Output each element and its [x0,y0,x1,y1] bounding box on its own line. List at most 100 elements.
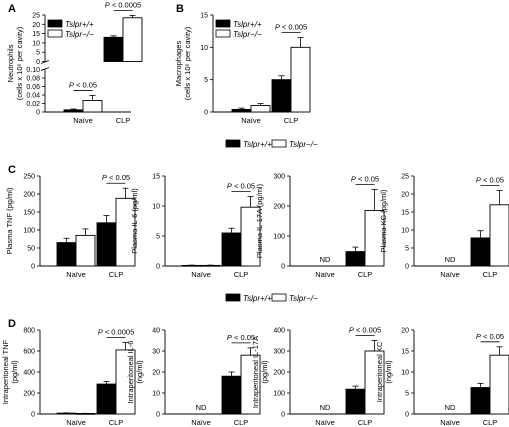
y-tick-label: 25 [401,174,409,181]
y-tick-label: 5 [156,234,160,241]
bar [240,354,261,415]
y-tick-label: 100 [23,228,35,235]
bar [271,79,292,113]
legend-label: Tslpr−/− [65,30,94,39]
panel-label: D [8,318,16,330]
axis-break-mark [40,60,50,64]
shared-legend-1: Tslpr+/+ Tslpr−/− [225,139,318,149]
y-tick-label: 20 [401,192,409,199]
bar [115,197,136,267]
y-tick-label: 0 [281,264,285,271]
y-tick-label: 300 [273,349,285,356]
panel-label: A [8,3,16,15]
y-tick-label: 100 [273,234,285,241]
y-tick-label: 25 [32,13,40,20]
y-tick-label: 250 [23,174,35,181]
y-tick-label: 10 [32,40,40,47]
y-axis-label: Neutrophils(cells x 10⁶ per cavity) [6,26,24,100]
x-tick-label: CLP [358,270,373,279]
y-tick-label: 0 [405,412,409,419]
chart-panel: 0 5 10 15 20 Intraperitoneal KC(ng/ml) Naïve CL… [375,328,509,427]
y-tick-label: 20 [32,22,40,29]
bar [96,383,117,415]
x-tick-label: CLP [358,418,373,427]
p-value-label: P < 0.05 [227,181,255,190]
chart-panel: 0 50 100 150 200 250 Plasma TNF (pg/ml) Naïve CL… [5,164,136,279]
legend-label: Tslpr−/− [233,30,262,39]
y-tick-label: 0 [156,264,160,271]
y-tick-label: 10 [200,45,208,52]
bar [290,46,311,113]
bar [240,206,261,267]
chart-panel: 0 5 10 15 20 25 Plasma KC (pg/ml) Naïve CLP ND P <… [379,174,509,279]
y-tick-label: 10 [152,204,160,211]
panel-label: B [176,3,184,15]
x-tick-label: CLP [483,418,498,427]
bar [56,412,77,415]
bar [200,264,221,267]
y-axis-label: Intraperitoneal TNF(pg/ml) [1,339,19,404]
legend-swatch-ko [271,139,287,148]
y-tick-label: 5 [405,391,409,398]
x-tick-label: CLP [284,116,299,125]
y-axis-label: Plasma TNF (pg/ml) [5,187,14,254]
chart-panel: 00.020.040.060.080.100510152025Neutrophi… [6,0,143,125]
y-tick-label: 10 [401,228,409,235]
y-tick-label: 0 [405,264,409,271]
x-tick-label: Naïve [315,418,335,427]
p-value-label: P < 0.0005 [98,328,135,337]
p-value-label: P < 0.05 [102,173,130,182]
bar [122,17,143,62]
x-tick-label: Naïve [440,418,460,427]
y-tick-label: 15 [32,31,40,38]
bar [231,108,252,113]
y-tick-label: 0.08 [26,76,40,83]
p-value-label: P < 0.05 [476,332,504,341]
bar [470,387,491,415]
bar [56,242,77,267]
nd-label: ND [320,403,331,412]
x-tick-label: Naïve [315,270,335,279]
chart-panel: 0 5 10 15 Macrophages(cells x 10⁶ per cavity… [174,3,311,125]
y-tick-label: 0.04 [26,93,40,100]
y-axis-label: Intraperitoneal KC(ng/ml) [375,341,393,402]
nd-label: ND [445,255,456,264]
y-tick-label: 30 [152,349,160,356]
bar [63,109,84,113]
chart-panel: 0 100 200 300 Plasma IL-17A (pg/ml) Naïve CLP N… [255,174,385,279]
nd-label: ND [320,255,331,264]
x-tick-label: Naïve [66,270,86,279]
y-tick-label: 10 [152,391,160,398]
x-tick-label: CLP [483,270,498,279]
p-value-label: P < 0.05 [351,175,379,184]
y-axis-label: Plasma IL-17A (pg/ml) [255,183,264,258]
y-tick-label: 200 [273,370,285,377]
y-tick-label: 50 [27,246,35,253]
y-tick-label: 20 [152,370,160,377]
x-tick-label: Naïve [191,418,211,427]
p-value-label: P < 0.005 [349,326,381,335]
legend-label-wt: Tslpr+/+ [243,294,272,303]
bar [221,375,242,415]
p-value-label: P < 0.005 [275,23,307,32]
p-value-label: P < 0.05 [227,333,255,342]
legend-swatch [215,19,231,28]
bar [115,349,136,415]
y-tick-label: 0 [204,110,208,117]
p-value-label: P < 0.05 [69,80,97,89]
bar [103,36,124,62]
x-tick-label: Naïve [440,270,460,279]
bar [345,388,366,415]
p-value-label: P < 0.0005 [105,0,142,9]
nd-label: ND [445,403,456,412]
bar [470,237,491,267]
bar [221,232,242,267]
y-tick-label: 300 [273,174,285,181]
x-tick-label: CLP [109,270,124,279]
y-tick-label: 0 [36,59,40,66]
legend-swatch-wt [225,139,241,148]
panel-label: C [8,164,16,176]
y-tick-label: 20 [401,328,409,335]
bar [75,234,96,267]
